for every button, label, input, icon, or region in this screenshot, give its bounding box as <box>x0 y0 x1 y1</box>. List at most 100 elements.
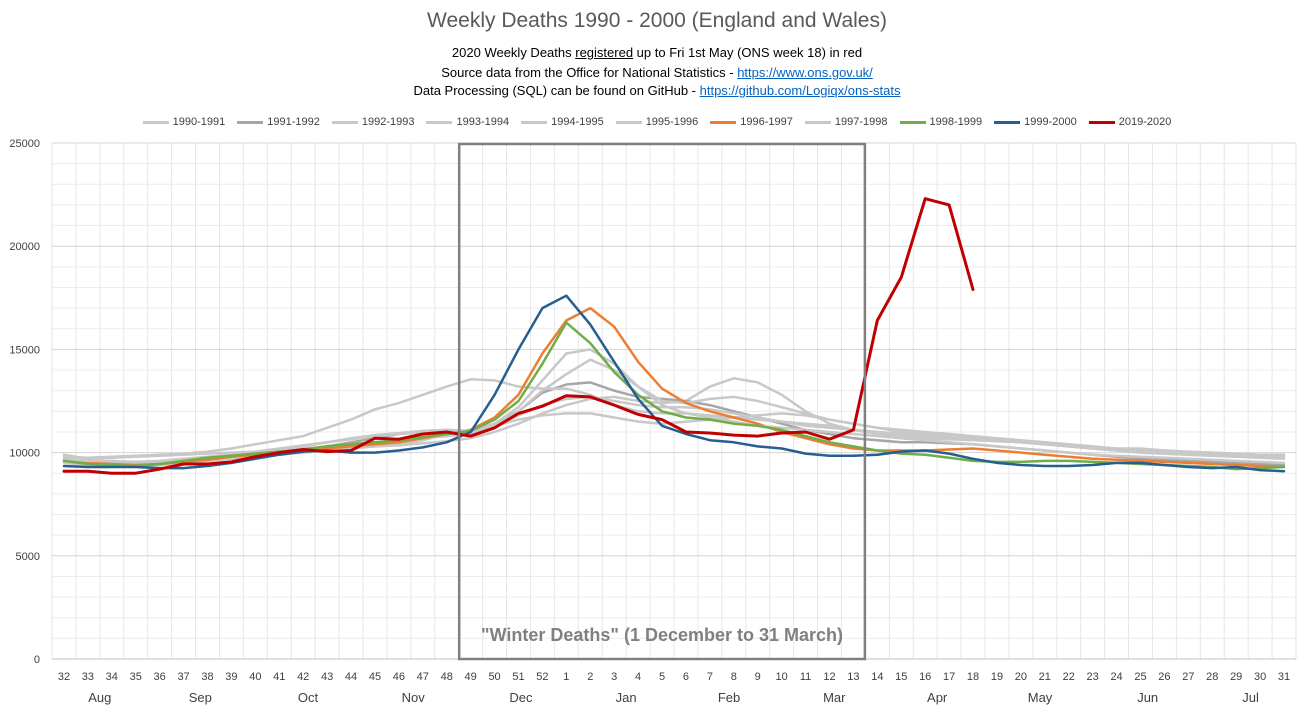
legend-swatch <box>899 120 926 124</box>
x-tick-label: 9 <box>755 671 761 683</box>
x-tick-label: 27 <box>1182 671 1194 683</box>
x-tick-label: 3 <box>611 671 617 683</box>
x-tick-label: 23 <box>1087 671 1099 683</box>
month-label: Jun <box>1137 690 1158 705</box>
x-tick-label: 2 <box>587 671 593 683</box>
legend-item: 1997-1998 <box>804 116 888 128</box>
y-tick-label: 15000 <box>9 344 40 356</box>
legend-label: 1991-1992 <box>267 116 320 128</box>
legend-label: 1993-1994 <box>456 116 510 128</box>
legend-label: 1992-1993 <box>361 116 415 128</box>
x-tick-label: 17 <box>943 671 955 683</box>
legend-label: 1999-2000 <box>1024 116 1077 128</box>
y-tick-label: 0 <box>34 654 40 666</box>
x-tick-label: 36 <box>154 671 166 683</box>
legend-swatch <box>237 120 264 124</box>
subtitle-text: Source data from the Office for National… <box>441 65 738 80</box>
month-label: Dec <box>509 690 533 705</box>
x-tick-label: 18 <box>967 671 979 683</box>
legend-label: 1996-1997 <box>740 116 793 128</box>
x-tick-label: 25 <box>1134 671 1146 683</box>
month-label: Nov <box>402 690 426 705</box>
chart-subtitle-line-3: Data Processing (SQL) can be found on Gi… <box>0 83 1314 98</box>
chart-subtitle-line-1: 2020 Weekly Deaths registered up to Fri … <box>0 45 1314 60</box>
chart-legend: 1990-1991 1991-1992 1992-1993 1993-1994 1994… <box>0 116 1314 128</box>
ons-link[interactable]: https://www.ons.gov.uk/ <box>737 65 873 80</box>
legend-item: 1999-2000 <box>994 116 1077 128</box>
subtitle-text: 2020 Weekly Deaths <box>451 45 576 60</box>
y-tick-label: 5000 <box>16 551 40 563</box>
legend-swatch <box>804 120 831 124</box>
legend-swatch <box>1088 120 1115 124</box>
x-tick-label: 14 <box>871 671 883 683</box>
x-tick-label: 51 <box>512 671 524 683</box>
x-tick-label: 37 <box>177 671 189 683</box>
x-tick-label: 8 <box>731 671 737 683</box>
x-tick-label: 33 <box>82 671 94 683</box>
legend-label: 1997-1998 <box>834 116 888 128</box>
winter-deaths-box <box>457 142 867 661</box>
chart-subtitle-line-2: Source data from the Office for National… <box>0 65 1314 80</box>
x-tick-label: 47 <box>417 671 429 683</box>
subtitle-text: Data Processing (SQL) can be found on Gi… <box>413 83 700 98</box>
legend-item: 1996-1997 <box>710 116 793 128</box>
x-tick-label: 20 <box>1015 671 1027 683</box>
x-tick-label: 11 <box>800 671 811 683</box>
x-tick-label: 49 <box>465 671 477 683</box>
legend-item: 1995-1996 <box>615 116 699 128</box>
winter-deaths-label: "Winter Deaths" (1 December to 31 March) <box>481 625 843 645</box>
x-tick-label: 39 <box>225 671 237 683</box>
x-tick-label: 16 <box>919 671 931 683</box>
x-tick-label: 5 <box>659 671 665 683</box>
month-label: Jan <box>616 690 637 705</box>
series-line-1998-1999 <box>62 321 1286 471</box>
x-tick-label: 41 <box>273 671 285 683</box>
legend-item: 1990-1991 <box>142 116 226 128</box>
legend-swatch <box>142 120 169 124</box>
x-tick-label: 30 <box>1254 671 1266 683</box>
month-label: Mar <box>823 690 846 705</box>
x-tick-label: 42 <box>297 671 309 683</box>
month-label: Sep <box>189 690 212 705</box>
x-tick-label: 22 <box>1063 671 1075 683</box>
y-tick-label: 10000 <box>9 448 40 460</box>
x-tick-label: 44 <box>345 671 357 683</box>
legend-item: 1994-1995 <box>521 116 604 128</box>
x-tick-label: 28 <box>1206 671 1218 683</box>
legend-item: 2019-2020 <box>1088 116 1172 128</box>
x-tick-label: 12 <box>823 671 835 683</box>
legend-swatch <box>521 120 548 124</box>
x-tick-label: 45 <box>369 671 381 683</box>
x-tick-label: 46 <box>393 671 405 683</box>
x-tick-label: 38 <box>201 671 213 683</box>
x-tick-label: 24 <box>1110 671 1122 683</box>
legend-item: 1993-1994 <box>426 116 509 128</box>
x-tick-label: 29 <box>1230 671 1242 683</box>
legend-swatch <box>994 120 1021 124</box>
legend-label: 1998-1999 <box>929 116 983 128</box>
x-tick-label: 52 <box>536 671 548 683</box>
y-tick-label: 25000 <box>9 138 40 150</box>
legend-label: 2019-2020 <box>1118 116 1172 128</box>
month-label: Aug <box>88 690 111 705</box>
legend-item: 1992-1993 <box>331 116 415 128</box>
month-label: Oct <box>298 690 319 705</box>
x-tick-label: 50 <box>488 671 500 683</box>
legend-swatch <box>615 120 642 124</box>
github-link[interactable]: https://github.com/Logiqx/ons-stats <box>699 83 901 98</box>
subtitle-text: up to Fri 1st May (ONS week 18) in red <box>633 45 863 60</box>
legend-label: 1990-1991 <box>172 116 226 128</box>
month-label: Jul <box>1242 690 1259 705</box>
x-tick-label: 4 <box>635 671 641 683</box>
x-tick-label: 7 <box>707 671 713 683</box>
x-tick-label: 48 <box>441 671 453 683</box>
x-tick-label: 26 <box>1158 671 1170 683</box>
y-tick-label: 20000 <box>9 241 40 253</box>
month-label: Feb <box>718 690 740 705</box>
series-line-1999-2000 <box>62 294 1286 473</box>
series-line-2019-2020 <box>62 197 975 475</box>
legend-label: 1995-1996 <box>645 116 699 128</box>
legend-label: 1994-1995 <box>551 116 604 128</box>
x-tick-label: 1 <box>563 671 569 683</box>
